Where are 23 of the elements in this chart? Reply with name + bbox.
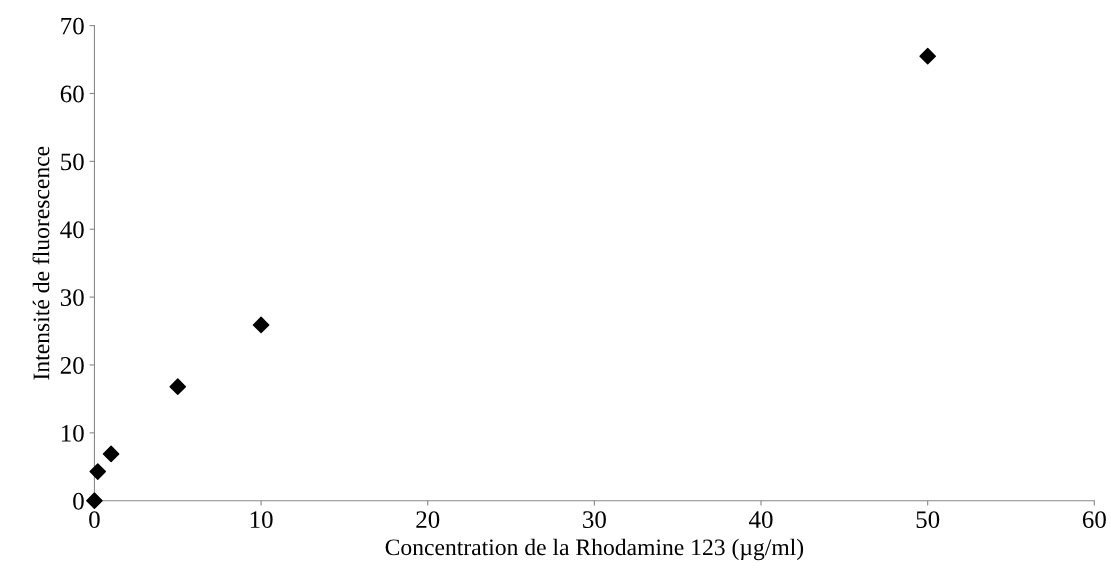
x-tick-label: 20 — [416, 511, 440, 529]
x-tick-label: 30 — [583, 511, 606, 529]
y-tick-label: 40 — [60, 221, 84, 239]
y-tick-label: 20 — [60, 357, 84, 374]
x-tick-label: 10 — [250, 511, 273, 529]
point — [252, 316, 270, 334]
x-tick-label: 50 — [916, 511, 940, 529]
y-tick-label: 70 — [61, 17, 84, 35]
point — [102, 445, 120, 463]
y-tick-label: 50 — [61, 153, 84, 171]
y-tick-label: 0 — [73, 492, 84, 510]
y-axis-title: Intensité de fluorescence — [32, 146, 50, 380]
x-axis-title: Concentration de la Rhodamine 123 (µg/ml) — [385, 538, 804, 561]
y-tick-label: 30 — [60, 289, 84, 307]
y-tick-label: 10 — [61, 424, 84, 442]
y-tick-label: 60 — [60, 85, 84, 103]
point — [919, 47, 936, 65]
x-tick-label: 0 — [89, 511, 100, 529]
point — [169, 378, 187, 395]
point — [86, 492, 103, 510]
point — [89, 463, 107, 480]
x-tick-label: 60 — [1082, 511, 1106, 529]
x-tick-label: 40 — [749, 511, 773, 529]
